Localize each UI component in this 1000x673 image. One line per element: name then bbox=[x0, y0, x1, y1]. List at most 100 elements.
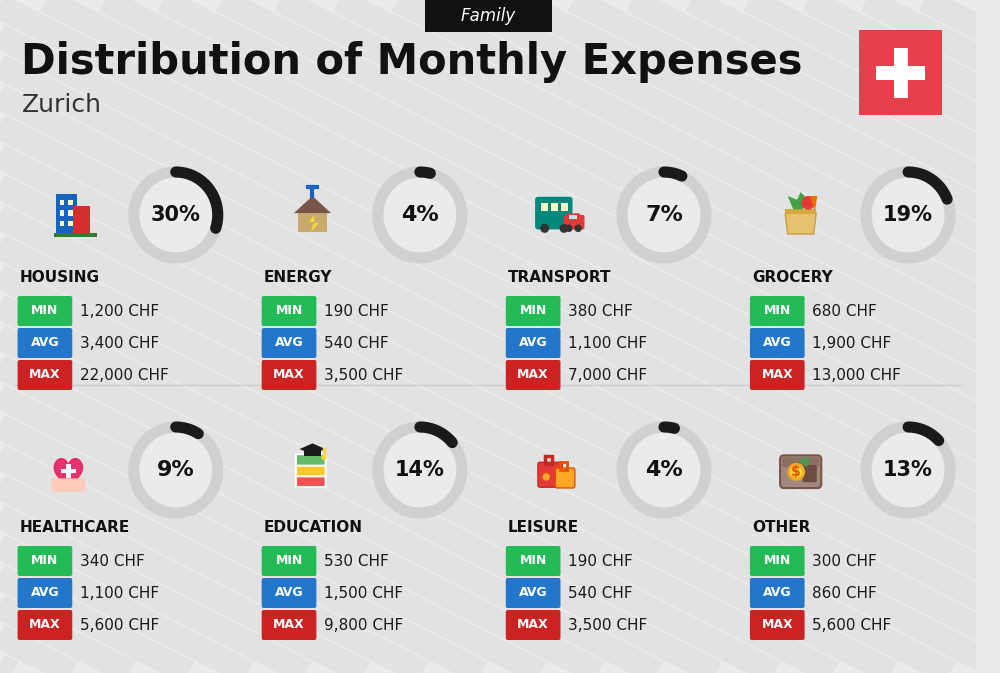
Text: AVG: AVG bbox=[275, 586, 303, 600]
Circle shape bbox=[622, 427, 706, 513]
FancyBboxPatch shape bbox=[61, 469, 76, 473]
FancyBboxPatch shape bbox=[555, 468, 575, 488]
FancyBboxPatch shape bbox=[564, 215, 585, 229]
Text: 1,900 CHF: 1,900 CHF bbox=[812, 336, 892, 351]
Text: MAX: MAX bbox=[29, 369, 61, 382]
FancyBboxPatch shape bbox=[541, 203, 548, 211]
FancyBboxPatch shape bbox=[262, 546, 316, 576]
FancyBboxPatch shape bbox=[18, 328, 72, 358]
FancyBboxPatch shape bbox=[66, 464, 71, 478]
Text: 860 CHF: 860 CHF bbox=[812, 586, 877, 600]
Text: 19%: 19% bbox=[883, 205, 933, 225]
Text: 1,100 CHF: 1,100 CHF bbox=[80, 586, 159, 600]
FancyBboxPatch shape bbox=[60, 221, 64, 226]
FancyBboxPatch shape bbox=[567, 213, 580, 221]
Text: 4%: 4% bbox=[645, 460, 683, 480]
Text: 22,000 CHF: 22,000 CHF bbox=[80, 367, 169, 382]
Text: 540 CHF: 540 CHF bbox=[568, 586, 633, 600]
FancyBboxPatch shape bbox=[535, 197, 572, 229]
Text: ENERGY: ENERGY bbox=[264, 270, 332, 285]
Text: 4%: 4% bbox=[401, 205, 439, 225]
FancyBboxPatch shape bbox=[569, 215, 577, 219]
Text: TRANSPORT: TRANSPORT bbox=[508, 270, 611, 285]
Polygon shape bbox=[785, 213, 816, 234]
FancyBboxPatch shape bbox=[296, 454, 326, 466]
Text: 340 CHF: 340 CHF bbox=[80, 553, 145, 569]
Text: MIN: MIN bbox=[275, 304, 303, 318]
Text: Distribution of Monthly Expenses: Distribution of Monthly Expenses bbox=[21, 41, 803, 83]
FancyBboxPatch shape bbox=[68, 221, 73, 226]
Text: 680 CHF: 680 CHF bbox=[812, 304, 877, 318]
Circle shape bbox=[134, 427, 218, 513]
Text: 380 CHF: 380 CHF bbox=[568, 304, 633, 318]
Text: 530 CHF: 530 CHF bbox=[324, 553, 389, 569]
Text: OTHER: OTHER bbox=[752, 520, 810, 535]
Text: MIN: MIN bbox=[275, 555, 303, 567]
Text: GROCERY: GROCERY bbox=[752, 270, 833, 285]
Circle shape bbox=[801, 196, 815, 210]
FancyBboxPatch shape bbox=[750, 546, 805, 576]
Text: 9,800 CHF: 9,800 CHF bbox=[324, 618, 403, 633]
Text: AVG: AVG bbox=[519, 586, 547, 600]
Text: HEALTHCARE: HEALTHCARE bbox=[20, 520, 130, 535]
FancyBboxPatch shape bbox=[506, 610, 560, 640]
Text: MAX: MAX bbox=[517, 369, 549, 382]
Text: LEISURE: LEISURE bbox=[508, 520, 579, 535]
FancyBboxPatch shape bbox=[56, 194, 77, 236]
Text: 190 CHF: 190 CHF bbox=[324, 304, 389, 318]
FancyBboxPatch shape bbox=[506, 328, 560, 358]
Text: MIN: MIN bbox=[520, 555, 547, 567]
FancyBboxPatch shape bbox=[876, 65, 925, 79]
Circle shape bbox=[542, 473, 550, 481]
FancyBboxPatch shape bbox=[262, 360, 316, 390]
Text: 14%: 14% bbox=[395, 460, 445, 480]
FancyBboxPatch shape bbox=[262, 610, 316, 640]
Text: 1,500 CHF: 1,500 CHF bbox=[324, 586, 403, 600]
FancyBboxPatch shape bbox=[561, 203, 568, 211]
Text: 3,400 CHF: 3,400 CHF bbox=[80, 336, 159, 351]
FancyBboxPatch shape bbox=[782, 458, 819, 467]
Circle shape bbox=[378, 427, 462, 513]
Text: AVG: AVG bbox=[31, 586, 59, 600]
Text: MIN: MIN bbox=[764, 555, 791, 567]
FancyBboxPatch shape bbox=[538, 462, 562, 487]
FancyBboxPatch shape bbox=[506, 578, 560, 608]
FancyBboxPatch shape bbox=[262, 578, 316, 608]
Text: 13,000 CHF: 13,000 CHF bbox=[812, 367, 901, 382]
FancyBboxPatch shape bbox=[262, 328, 316, 358]
Text: 7,000 CHF: 7,000 CHF bbox=[568, 367, 647, 382]
Text: MAX: MAX bbox=[517, 618, 549, 631]
Text: $: $ bbox=[791, 465, 801, 479]
FancyBboxPatch shape bbox=[506, 360, 560, 390]
Text: MAX: MAX bbox=[761, 618, 793, 631]
Text: 5,600 CHF: 5,600 CHF bbox=[812, 618, 892, 633]
Text: MIN: MIN bbox=[31, 304, 59, 318]
Polygon shape bbox=[298, 213, 327, 232]
Circle shape bbox=[565, 225, 573, 232]
Text: 3,500 CHF: 3,500 CHF bbox=[324, 367, 403, 382]
Text: 5,600 CHF: 5,600 CHF bbox=[80, 618, 159, 633]
FancyBboxPatch shape bbox=[750, 360, 805, 390]
Text: MAX: MAX bbox=[29, 618, 61, 631]
Circle shape bbox=[866, 427, 950, 513]
Text: HOUSING: HOUSING bbox=[20, 270, 100, 285]
Text: AVG: AVG bbox=[763, 586, 792, 600]
FancyBboxPatch shape bbox=[506, 296, 560, 326]
Text: 190 CHF: 190 CHF bbox=[568, 553, 633, 569]
FancyBboxPatch shape bbox=[750, 328, 805, 358]
Circle shape bbox=[540, 223, 549, 233]
Text: MIN: MIN bbox=[31, 555, 59, 567]
Polygon shape bbox=[299, 444, 325, 454]
Text: 300 CHF: 300 CHF bbox=[812, 553, 877, 569]
FancyBboxPatch shape bbox=[304, 449, 321, 456]
FancyBboxPatch shape bbox=[68, 200, 73, 205]
Text: MAX: MAX bbox=[273, 369, 305, 382]
FancyBboxPatch shape bbox=[73, 205, 90, 236]
FancyBboxPatch shape bbox=[506, 546, 560, 576]
Text: 30%: 30% bbox=[151, 205, 201, 225]
Text: MIN: MIN bbox=[520, 304, 547, 318]
FancyBboxPatch shape bbox=[262, 296, 316, 326]
Text: 1,200 CHF: 1,200 CHF bbox=[80, 304, 159, 318]
FancyBboxPatch shape bbox=[60, 200, 64, 205]
Polygon shape bbox=[788, 192, 806, 209]
